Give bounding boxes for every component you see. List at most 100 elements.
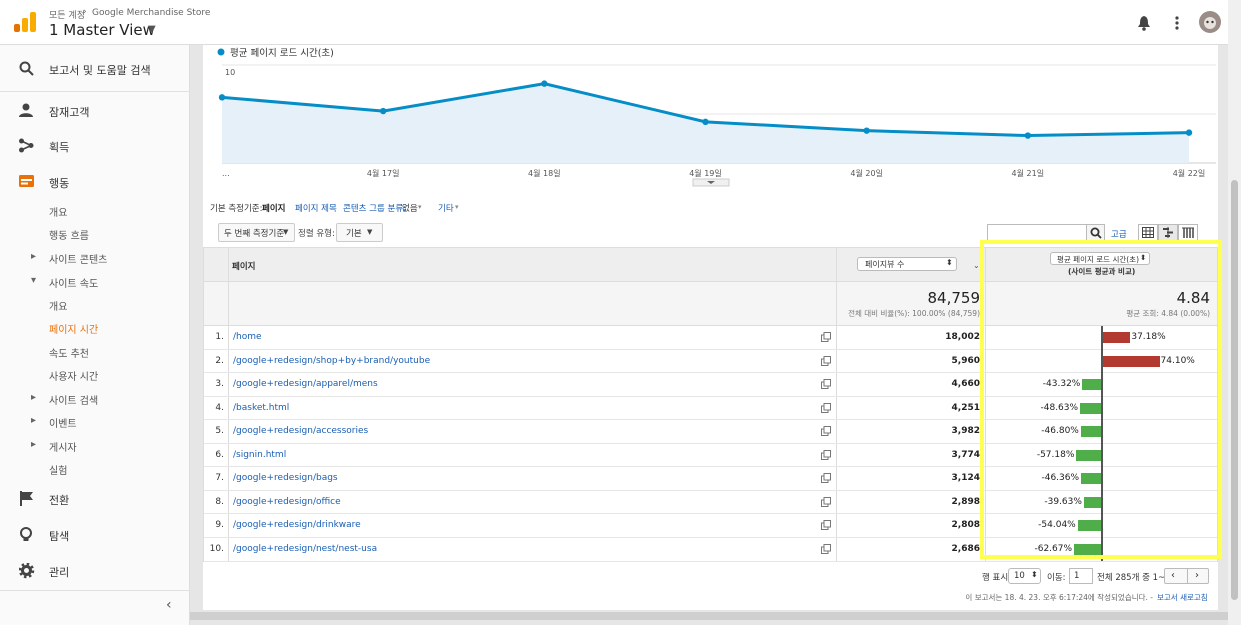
dimension-link[interactable]: 기타 [438, 204, 454, 214]
logo [14, 12, 36, 32]
nav-item[interactable]: 이벤트 [49, 419, 77, 430]
rows-select[interactable]: 10 ⬍ [1008, 568, 1041, 584]
x-tick-label: 4월 21일 [1012, 168, 1045, 178]
logo-part [22, 18, 28, 32]
page-link[interactable]: /google+redesign/drinkware [233, 520, 361, 531]
dimension-link[interactable]: 콘텐츠 그룹 분류: [343, 204, 407, 214]
pageviews: 2,898 [951, 496, 980, 507]
row-divider [204, 348, 1217, 350]
dimension-value: 없음 [402, 204, 418, 214]
nav-item[interactable]: 관리 [49, 566, 70, 579]
view-icon [1142, 227, 1154, 238]
column-divider [985, 248, 986, 561]
divider [0, 590, 190, 591]
page-link[interactable]: /google+redesign/shop+by+brand/youtube [233, 355, 431, 366]
row-divider [204, 419, 1217, 421]
nav-item[interactable]: 속도 추천 [49, 349, 89, 360]
x-tick-label: ... [222, 169, 230, 178]
nav-item[interactable]: 사이트 콘텐츠 [49, 255, 108, 266]
collapse-button[interactable]: ‹ [166, 597, 172, 613]
row-index: 10. [209, 543, 224, 554]
metric-select[interactable]: 평균 페이지 로드 시간(초) ⬍ [1050, 252, 1150, 265]
next-button[interactable]: › [1195, 570, 1199, 581]
nav-item[interactable]: 개요 [49, 208, 68, 219]
comparison-label: -57.18% [1036, 449, 1075, 460]
h-scrollbar [190, 612, 1228, 620]
legend-marker [217, 48, 225, 56]
breadcrumb-item[interactable]: Google Merchandise Store [92, 8, 211, 18]
secondary-dimension-button[interactable]: 두 번째 측정기준 ▼ [218, 223, 295, 242]
pageviews: 2,808 [951, 520, 980, 531]
nav-arrow: ▾ [31, 275, 37, 286]
nav-icon [19, 138, 34, 153]
point [218, 94, 226, 101]
logo-part [14, 24, 20, 32]
point [379, 107, 387, 115]
nav-item[interactable]: 전환 [49, 494, 70, 507]
open-page-icon [821, 473, 831, 484]
nav-arrow: ▸ [31, 415, 37, 426]
column-header: 페이지 [232, 262, 256, 272]
nav-item[interactable]: 잠재고객 [49, 106, 90, 119]
nav-item[interactable]: 행동 흐름 [49, 231, 89, 242]
comparison-bar [1077, 520, 1101, 532]
dimension-link[interactable]: 페이지 제목 [295, 204, 337, 214]
point [863, 127, 870, 134]
nav-icon-part [21, 179, 32, 181]
input-value: 1 [1074, 571, 1080, 581]
advanced-link[interactable]: 고급 [1111, 230, 1127, 240]
row-divider [204, 536, 1217, 538]
scrollbar-thumb[interactable] [1231, 180, 1238, 600]
comparison-label: 74.10% [1160, 355, 1195, 366]
top-bar [0, 0, 1228, 45]
x-tick-label: 4월 22일 [1173, 168, 1206, 178]
menu-icon-part [1175, 26, 1179, 30]
nav-item[interactable]: 행동 [49, 177, 70, 190]
nav-item[interactable]: 획득 [49, 141, 70, 154]
page-link[interactable]: /home [233, 332, 262, 342]
legend-label: 평균 페이지 로드 시간(초) [230, 48, 334, 59]
row-divider [204, 489, 1217, 491]
nav-item[interactable]: 개요 [49, 302, 68, 313]
nav-item[interactable]: 사이트 검색 [49, 396, 99, 407]
goto-input[interactable]: 1 [1069, 568, 1093, 584]
breadcrumb-item[interactable]: 모든 계정 [49, 11, 85, 21]
page-link[interactable]: /google+redesign/office [233, 496, 341, 507]
comparison-label: -46.80% [1041, 426, 1079, 437]
open-page-icon [821, 520, 831, 531]
page-link[interactable]: /google+redesign/bags [233, 473, 338, 484]
prev-button[interactable]: ‹ [1171, 570, 1175, 581]
row-index: 2. [215, 355, 224, 366]
sort-button[interactable]: 기본 ▼ [336, 223, 383, 242]
select-arrows: ⬍ [1031, 570, 1038, 579]
nav-item[interactable]: 실험 [49, 466, 68, 477]
sidebar [0, 45, 190, 625]
point [1024, 132, 1032, 139]
page-link[interactable]: /signin.html [233, 449, 287, 460]
row-divider [204, 466, 1217, 468]
nav-icon-part [27, 69, 34, 76]
view-selector[interactable]: 1 Master View [49, 21, 155, 39]
nav-icon-part [19, 61, 31, 73]
page-link[interactable]: /google+redesign/accessories [233, 426, 369, 437]
search-icon [1090, 227, 1102, 239]
x-tick-label: 4월 20일 [850, 168, 883, 178]
page-link[interactable]: /google+redesign/apparel/mens [233, 379, 378, 390]
search-input[interactable]: 보고서 및 도움말 검색 [49, 64, 151, 77]
refresh-link[interactable]: 보고서 새로고침 [1157, 593, 1208, 602]
nav-item[interactable]: 게시자 [49, 443, 77, 454]
x-tick-label: 4월 18일 [528, 168, 561, 178]
page-link[interactable]: /basket.html [233, 402, 290, 413]
select-label: 평균 페이지 로드 시간(초) [1057, 255, 1140, 264]
open-page-icon [821, 496, 831, 507]
row-index: 4. [215, 402, 224, 413]
metric-select[interactable]: 페이지뷰 수 ⬍ [857, 257, 957, 271]
nav-item[interactable]: 페이지 시간 [49, 325, 99, 336]
nav-icon-part [19, 563, 35, 579]
nav-item[interactable]: 사용자 시간 [49, 372, 99, 383]
nav-item[interactable]: 사이트 속도 [49, 279, 99, 290]
nav-item[interactable]: 탐색 [49, 530, 70, 543]
page-link[interactable]: /google+redesign/nest/nest-usa [233, 543, 378, 554]
dropdown-caret: ▼ [148, 24, 156, 35]
